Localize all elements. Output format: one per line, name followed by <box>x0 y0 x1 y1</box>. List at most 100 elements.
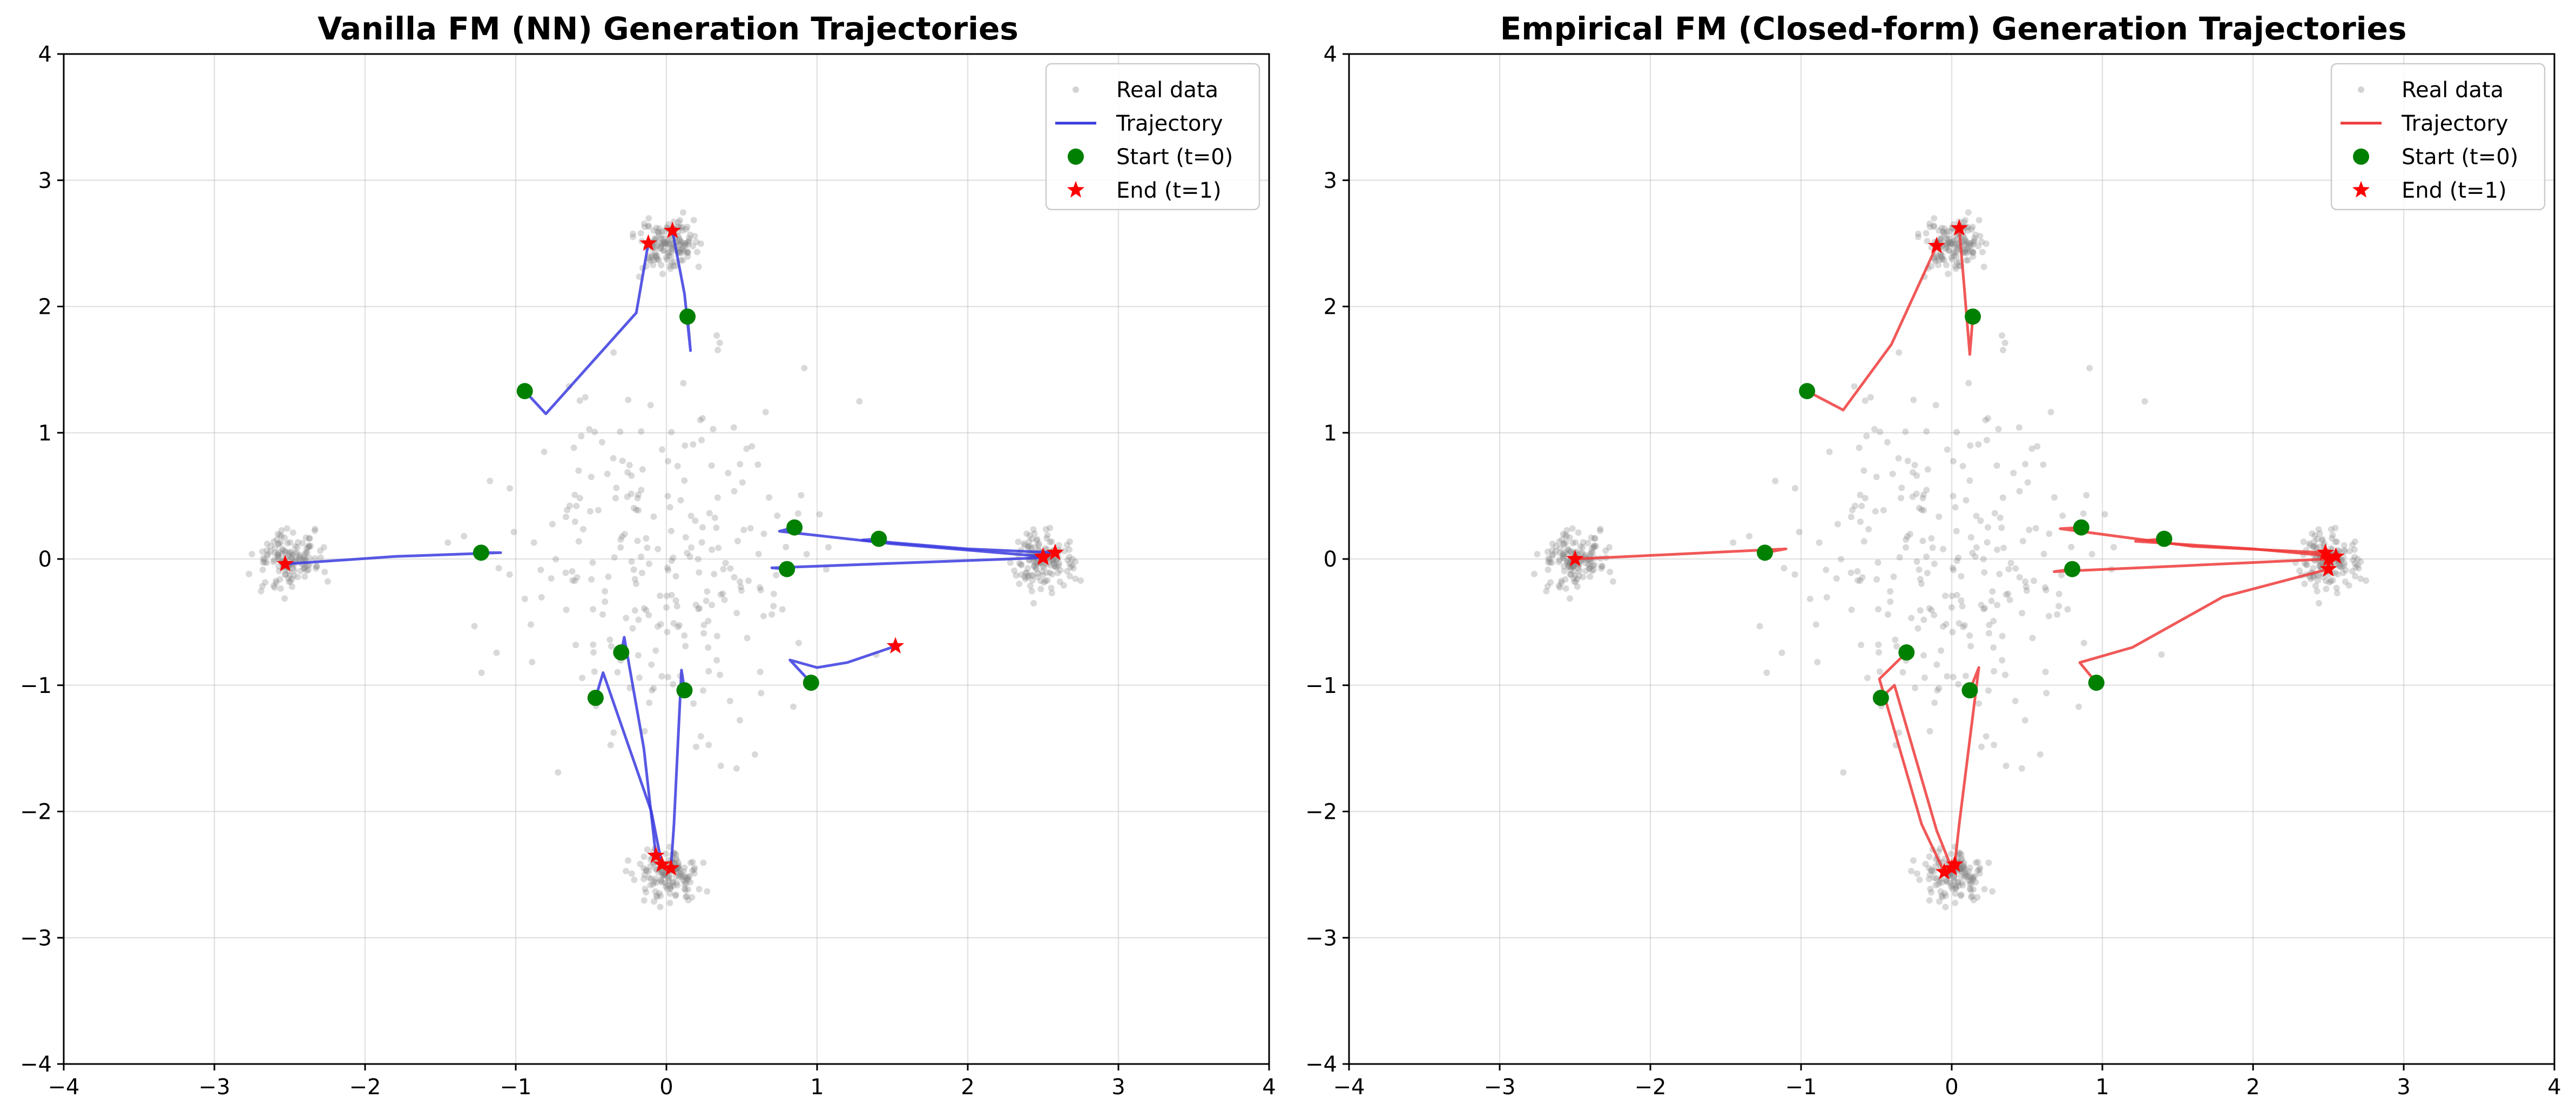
real-data-point <box>288 554 295 561</box>
real-data-point <box>1051 563 1058 570</box>
real-data-point <box>1033 566 1040 573</box>
real-data-point <box>1999 657 2006 664</box>
real-data-point <box>651 878 658 885</box>
real-data-point <box>2363 577 2370 584</box>
real-data-point <box>1964 871 1971 878</box>
real-data-point <box>648 661 655 668</box>
real-data-point <box>1926 875 1933 883</box>
real-data-point <box>1923 428 1930 435</box>
real-data-point <box>631 877 638 884</box>
real-data-point <box>630 566 637 573</box>
real-data-point <box>1961 866 1968 873</box>
real-data-point <box>2313 544 2320 551</box>
real-data-point <box>640 897 648 904</box>
real-data-point <box>1930 223 1937 230</box>
real-data-point <box>2349 541 2356 548</box>
real-data-point <box>1570 568 1577 575</box>
real-data-point <box>1033 564 1040 571</box>
real-data-point <box>696 569 703 576</box>
real-data-point <box>289 529 296 536</box>
legend-marker-start <box>2353 149 2369 165</box>
real-data-point <box>1028 535 1035 542</box>
trajectory-line-1 <box>671 230 692 352</box>
end-point-6 <box>2319 550 2337 567</box>
real-data-point <box>2341 542 2348 549</box>
real-data-point <box>677 237 684 244</box>
real-data-point <box>770 590 777 597</box>
real-data-point <box>1033 559 1040 566</box>
real-data-point <box>670 262 677 270</box>
real-data-point <box>2075 703 2082 710</box>
real-data-point <box>644 544 651 551</box>
end-point-3 <box>1566 550 1584 567</box>
real-data-point <box>665 874 672 881</box>
real-data-point <box>1561 568 1568 575</box>
real-data-point <box>301 554 308 561</box>
real-data-point <box>607 742 614 749</box>
real-data-point <box>610 455 617 462</box>
real-data-point <box>286 572 293 579</box>
real-data-point <box>1545 555 1552 562</box>
real-data-point <box>303 545 310 552</box>
chart-title: Empirical FM (Closed-form) Generation Tr… <box>1500 10 2407 47</box>
real-data-point <box>737 461 744 468</box>
real-data-point <box>1943 244 1950 251</box>
end-point-8 <box>1935 863 1953 880</box>
real-data-point <box>657 592 664 600</box>
real-data-point <box>1914 625 1921 632</box>
real-data-point <box>1588 549 1595 556</box>
real-data-point <box>1556 549 1563 556</box>
real-data-point <box>1924 466 1931 473</box>
real-data-point <box>700 859 707 866</box>
real-data-point <box>1926 871 1933 878</box>
real-data-point <box>684 876 691 883</box>
real-data-point <box>1560 541 1567 548</box>
real-data-point <box>1953 429 1960 436</box>
real-data-point <box>1953 236 1960 243</box>
real-data-point <box>1937 237 1944 244</box>
real-data-point <box>1072 575 1079 582</box>
real-data-point <box>1991 742 1998 749</box>
real-data-point <box>626 462 633 469</box>
real-data-point <box>1943 234 1950 241</box>
real-data-point <box>1920 507 1927 514</box>
real-data-point <box>739 479 746 486</box>
real-data-point <box>1963 672 1970 679</box>
real-data-point <box>2110 544 2118 551</box>
real-data-point <box>1926 224 1933 231</box>
real-data-point <box>1847 569 1855 576</box>
real-data-point <box>1876 649 1883 656</box>
real-data-point <box>705 644 712 651</box>
real-data-point <box>2012 565 2019 572</box>
real-data-point <box>1560 554 1567 561</box>
real-data-point <box>306 535 313 542</box>
real-data-point <box>1926 220 1933 227</box>
real-data-point <box>662 850 669 857</box>
real-data-point <box>1952 262 1959 270</box>
real-data-point <box>261 556 268 563</box>
real-data-point <box>2334 590 2341 597</box>
real-data-point <box>647 881 654 888</box>
real-data-point <box>2040 550 2047 557</box>
real-data-point <box>1946 235 1953 242</box>
real-data-point <box>2046 530 2053 537</box>
real-data-point <box>1021 574 1028 581</box>
real-data-point <box>1939 893 1946 900</box>
real-data-point <box>282 548 289 555</box>
real-data-point <box>725 469 732 476</box>
real-data-point <box>606 636 613 643</box>
real-data-point <box>660 239 667 246</box>
real-data-point <box>2068 543 2075 550</box>
real-data-point <box>638 428 645 435</box>
real-data-point <box>1048 584 1055 591</box>
real-data-point <box>631 576 638 583</box>
real-data-point <box>2339 569 2346 576</box>
real-data-point <box>1959 864 1966 871</box>
real-data-point <box>726 697 733 704</box>
real-data-point <box>692 517 699 524</box>
real-data-point <box>1531 570 1538 577</box>
real-data-point <box>595 507 602 514</box>
real-data-point <box>1567 595 1574 602</box>
real-data-point <box>1833 575 1840 582</box>
real-data-point <box>1590 544 1597 551</box>
